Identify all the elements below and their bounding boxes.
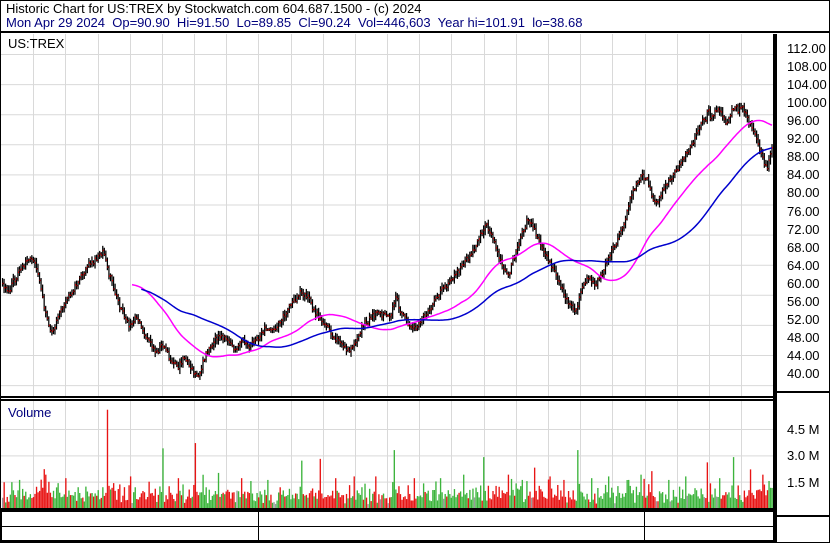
price-axis-label: 104.00 [787,77,827,93]
price-axis-label: 56.00 [787,293,820,309]
price-panel-bottom-border [1,396,777,398]
price-axis-label: 96.00 [787,113,820,129]
year-axis: 202220232024 [1,511,773,542]
price-axis-label: 80.00 [787,185,820,201]
volume-axis-bottom-border [777,515,829,517]
year-cell-divider [258,527,259,541]
year-cell-divider [644,527,645,541]
price-axis-label: 108.00 [787,59,827,75]
year-cell-divider [644,512,645,526]
volume-panel-top-border [1,399,777,401]
year-cell-divider [258,512,259,526]
header-title: Historic Chart for US:TREX by Stockwatch… [6,1,422,16]
price-axis-label: 92.00 [787,131,820,147]
price-axis-label: 44.00 [787,347,820,363]
symbol-label: US:TREX [8,36,65,51]
price-axis-label: 100.00 [787,95,827,111]
chart-header: Historic Chart for US:TREX by Stockwatch… [1,1,829,31]
price-axis-label: 52.00 [787,311,820,327]
price-axis-label: 40.00 [787,366,820,381]
price-axis-label: 72.00 [787,221,820,237]
header-divider [1,31,829,33]
volume-panel-label: Volume [8,405,52,420]
price-axis-label: 68.00 [787,239,820,255]
volume-axis-label: 3.0 M [787,448,820,464]
year-cell-divider [1,527,2,541]
price-axis-label: 64.00 [787,257,820,273]
price-axis-label: 112.00 [787,41,826,56]
plot-right-border [773,34,777,542]
price-axis-label: 76.00 [787,203,820,219]
price-axis-label: 84.00 [787,167,820,183]
price-volume-canvas[interactable] [1,34,773,511]
volume-axis-label: 1.5 M [787,474,820,490]
price-axis-bottom-border [777,391,829,393]
price-axis-label: 60.00 [787,275,820,291]
price-axis-label: 48.00 [787,329,820,345]
year-axis-row-divider [1,526,773,527]
volume-axis-label: 4.5 M [787,422,820,438]
year-cell-divider [1,512,2,526]
price-axis-label: 88.00 [787,149,820,165]
header-quote-line: Mon Apr 29 2024 Op=90.90 Hi=91.50 Lo=89.… [6,15,583,30]
